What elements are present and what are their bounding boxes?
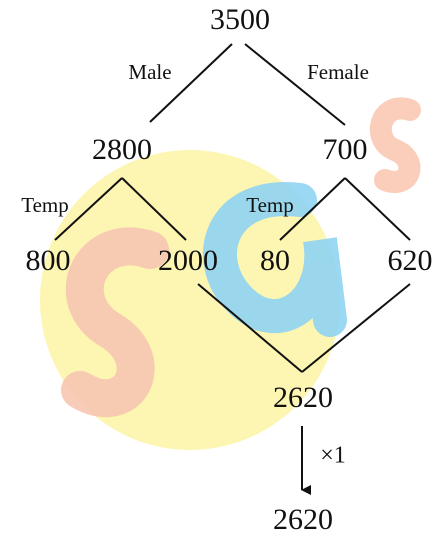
edge [54,177,123,241]
edge [279,177,346,241]
edge-label: Male [128,60,171,84]
node: 80 [260,244,290,277]
edge [244,43,346,126]
edge [344,177,411,241]
edge-label: Temp [21,193,69,217]
edge-label: Temp [246,193,294,217]
node: 620 [388,244,433,277]
watermark [40,97,421,450]
node: 2620 [273,381,333,414]
node: 3500 [210,3,270,36]
edge [121,177,187,241]
edge [197,283,303,373]
node: 2800 [92,133,152,166]
edge-label: Female [307,60,369,84]
edges [54,43,411,495]
node: 700 [323,133,368,166]
edge [301,283,411,373]
operation: ×1 [320,443,346,469]
node: 800 [26,244,71,277]
edge [149,43,233,123]
node: 2620 [273,503,333,536]
node: 2000 [158,244,218,277]
